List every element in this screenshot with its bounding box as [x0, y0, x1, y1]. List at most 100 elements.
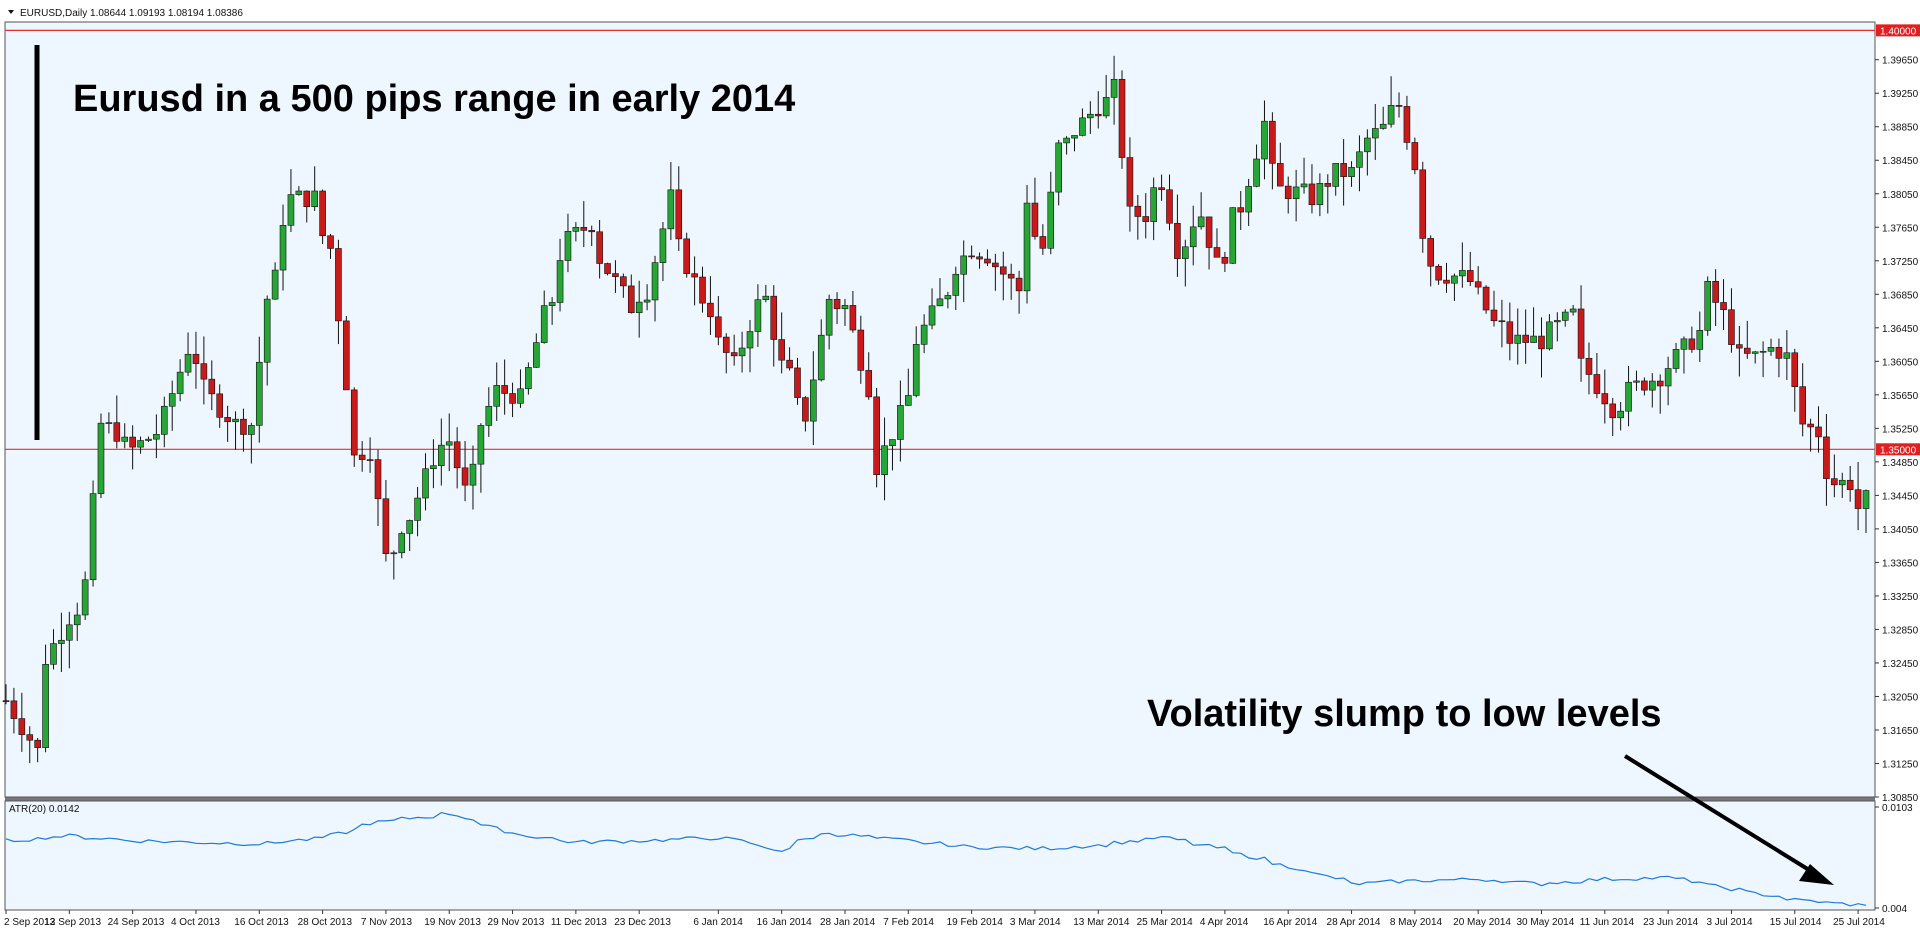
candle-body [849, 305, 857, 331]
candle-body [1443, 279, 1450, 284]
atr-panel[interactable] [4, 800, 1876, 911]
candle-body [865, 370, 873, 398]
candle-body [58, 639, 65, 644]
candle-body [532, 342, 540, 368]
candle-body [121, 436, 129, 442]
candle-body [1823, 436, 1830, 479]
collapse-triangle-icon[interactable] [8, 10, 14, 14]
y-tick-label: 1.38450 [1882, 156, 1919, 167]
candle-body [928, 305, 936, 326]
candle-body [1831, 478, 1838, 486]
x-tick-label: 16 Oct 2013 [234, 917, 289, 928]
candle-body [659, 228, 667, 263]
candle-body [1348, 167, 1355, 177]
candle-body [1577, 308, 1585, 359]
candle-body [73, 614, 81, 626]
candle-body [485, 405, 493, 426]
candle-body [1799, 386, 1806, 425]
candle-body [1459, 270, 1466, 277]
candle-body [738, 347, 746, 357]
candle-body [1688, 338, 1696, 350]
candle-body [1466, 270, 1474, 283]
candle-body [762, 295, 770, 300]
candle-body [612, 273, 619, 277]
candle-body [1387, 105, 1395, 125]
candle-body [1680, 338, 1688, 350]
candle-body [596, 231, 603, 264]
candle-body [746, 331, 754, 349]
y-tick-label: 1.39250 [1882, 89, 1919, 100]
y-tick-label: 1.33650 [1882, 558, 1919, 569]
candle-body [1506, 321, 1514, 344]
candle-body [1340, 163, 1347, 177]
candle-body [129, 436, 136, 448]
candle-body [999, 266, 1007, 275]
y-tick-label: 1.39650 [1882, 56, 1919, 67]
atr-line [5, 811, 1867, 907]
x-tick-label: 30 May 2014 [1516, 917, 1574, 928]
candle-body [1807, 423, 1814, 428]
candle-body [145, 438, 152, 441]
candle-body [1253, 158, 1260, 187]
candle-body [1522, 334, 1529, 343]
candle-body [200, 363, 208, 380]
x-tick-label: 28 Oct 2013 [298, 917, 353, 928]
x-tick-label: 2 Sep 2013 [4, 917, 56, 928]
candle-body [1419, 169, 1427, 239]
price-panel[interactable] [4, 21, 1876, 798]
x-tick-label: 23 Jun 2014 [1643, 917, 1698, 928]
candle-body [42, 664, 49, 748]
candle-body [1269, 120, 1276, 164]
candle-body [438, 444, 445, 466]
y-tick-label: 1.30850 [1882, 793, 1919, 804]
candle-body [97, 422, 105, 494]
candle-body [1617, 410, 1624, 419]
candle-body [1087, 113, 1094, 119]
candle-body [1720, 302, 1727, 311]
candle-body [406, 520, 413, 534]
candle-body [18, 718, 26, 735]
candle-body [422, 468, 429, 499]
candle-body [453, 441, 461, 469]
candle-body [501, 385, 508, 394]
candle-body [1031, 202, 1039, 237]
x-tick-label: 4 Apr 2014 [1200, 917, 1249, 928]
candle-body [390, 552, 398, 555]
candle-body [635, 301, 643, 313]
candle-body [2, 700, 10, 702]
candle-body [984, 258, 991, 264]
candle-body [1055, 142, 1062, 193]
atr-y-tick-label: 0.004 [1882, 904, 1907, 915]
candle-body [1047, 191, 1055, 249]
candle-body [683, 238, 690, 274]
x-tick-label: 11 Jun 2014 [1580, 917, 1635, 928]
candle-body [445, 441, 453, 446]
candle-body [34, 739, 41, 748]
candle-body [992, 262, 999, 268]
volatility-annotation: Volatility slump to low levels [1147, 693, 1662, 735]
candle-body [232, 418, 239, 423]
candle-body [414, 497, 421, 521]
candle-body [1775, 347, 1783, 359]
candle-body [1174, 222, 1181, 259]
y-tick-label: 1.37250 [1882, 257, 1919, 268]
candle-body [1427, 238, 1434, 267]
level-label-bg [1876, 443, 1920, 456]
x-tick-label: 19 Feb 2014 [947, 917, 1004, 928]
x-tick-label: 28 Apr 2014 [1327, 917, 1381, 928]
atr-y-tick-label: 0.0103 [1882, 803, 1913, 814]
x-tick-label: 29 Nov 2013 [488, 917, 545, 928]
x-tick-label: 6 Jan 2014 [693, 917, 743, 928]
x-tick-label: 4 Oct 2013 [171, 917, 220, 928]
candle-body [691, 273, 698, 278]
candle-body [1039, 236, 1047, 249]
candle-body [1815, 426, 1822, 438]
candle-body [374, 459, 382, 500]
candle-body [1142, 216, 1150, 222]
candle-body [604, 263, 611, 274]
candle-body [240, 418, 247, 435]
candle-body [358, 454, 366, 460]
candle-body [722, 336, 730, 353]
candle-body [1783, 352, 1791, 359]
candle-body [1079, 117, 1086, 136]
